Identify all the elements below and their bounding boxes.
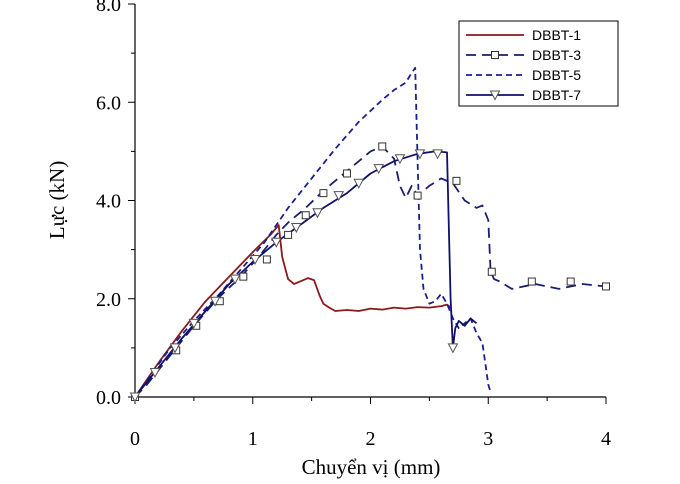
data-point-dbbt-7 [312,208,323,219]
legend-label-dbbt-7: DBBT-7 [532,87,581,103]
data-point-dbbt-3 [527,277,536,286]
data-point-dbbt-3 [378,142,387,151]
data-point-dbbt-7 [209,296,221,307]
series-markers [129,142,610,403]
tick-labels: 0 1 2 3 4 0.0 2.0 4.0 6.0 8.0 [96,0,611,450]
legend-label-dbbt-1: DBBT-1 [532,27,581,43]
tick-marks [128,3,607,404]
data-point-dbbt-3 [239,272,248,281]
y-tick-label: 8.0 [96,0,121,16]
data-point-dbbt-7 [333,191,345,202]
legend-label-dbbt-5: DBBT-5 [532,67,581,83]
y-tick-label: 4.0 [96,191,121,213]
data-point-dbbt-3 [319,189,328,198]
y-tick-label: 6.0 [96,92,121,114]
data-point-dbbt-7 [290,223,302,234]
data-point-dbbt-7 [129,392,141,403]
series-line-dbbt-5 [134,67,492,398]
y-axis-title: Lực (kN) [45,161,69,239]
data-point-dbbt-3 [284,230,293,239]
data-point-dbbt-7 [432,149,443,160]
x-tick-label: 2 [366,428,376,450]
data-point-dbbt-3 [413,191,422,200]
data-point-dbbt-3 [602,282,610,291]
legend-marker-dbbt-3 [491,51,499,59]
data-point-dbbt-3 [452,176,461,185]
data-point-dbbt-7 [229,274,241,285]
x-tick-label: 0 [130,428,140,450]
x-axis-title: Chuyển vị (mm) [302,455,441,479]
x-tick-label: 1 [248,428,258,450]
legend-label-dbbt-3: DBBT-3 [532,47,581,63]
x-tick-label: 4 [601,428,611,450]
data-point-dbbt-7 [188,318,200,329]
legend: DBBT-1 DBBT-3 DBBT-5 DBBT-7 [458,20,619,107]
data-point-dbbt-7 [394,154,406,165]
data-point-dbbt-7 [447,343,459,354]
data-point-dbbt-7 [249,254,261,266]
series-line-dbbt-7 [134,150,478,398]
series-line-dbbt-1 [134,224,452,398]
data-point-dbbt-7 [414,149,426,160]
data-point-dbbt-7 [169,343,181,354]
data-point-dbbt-3 [301,211,310,220]
data-point-dbbt-7 [353,178,365,189]
data-point-dbbt-3 [566,277,575,286]
data-point-dbbt-7 [270,237,282,248]
series-line-dbbt-3 [134,145,607,398]
data-point-dbbt-7 [373,164,385,175]
x-tick-label: 3 [483,428,493,450]
data-point-dbbt-3 [487,267,496,276]
legend-marker-dbbt-7 [489,90,501,101]
data-point-dbbt-3 [262,255,271,264]
y-tick-label: 2.0 [96,289,121,311]
series-lines [134,67,607,398]
data-point-dbbt-3 [342,169,351,178]
data-point-dbbt-7 [149,367,161,379]
y-tick-label: 0.0 [96,387,121,409]
